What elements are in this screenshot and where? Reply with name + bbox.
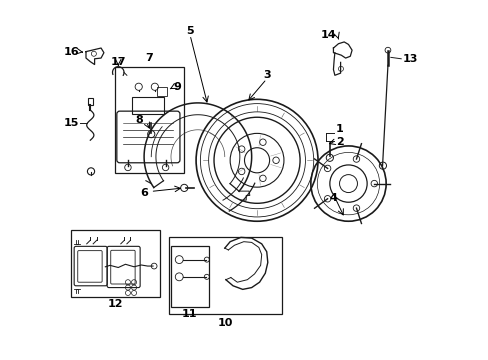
Text: 5: 5	[186, 26, 193, 36]
Bar	[131, 97, 163, 114]
Text: 7: 7	[145, 53, 153, 63]
Text: 16: 16	[63, 46, 79, 57]
Text: 15: 15	[63, 118, 79, 128]
Text: 3: 3	[263, 70, 270, 80]
Bar	[156, 87, 166, 96]
Bar	[171, 246, 208, 307]
Text: 14: 14	[320, 30, 336, 40]
Text: 9: 9	[173, 82, 181, 92]
Text: 1: 1	[335, 124, 343, 134]
Text: 4: 4	[329, 193, 337, 203]
Text: 10: 10	[218, 319, 233, 328]
Text: 8: 8	[135, 115, 143, 125]
Text: 13: 13	[402, 54, 417, 64]
Text: 11: 11	[182, 309, 197, 319]
Text: 12: 12	[107, 300, 123, 310]
Bar	[88, 98, 93, 105]
Text: 2: 2	[335, 137, 343, 147]
Text: 6: 6	[140, 188, 147, 198]
Text: 17: 17	[110, 57, 126, 67]
Bar	[169, 237, 282, 315]
Bar	[115, 67, 183, 173]
Bar	[70, 230, 160, 297]
